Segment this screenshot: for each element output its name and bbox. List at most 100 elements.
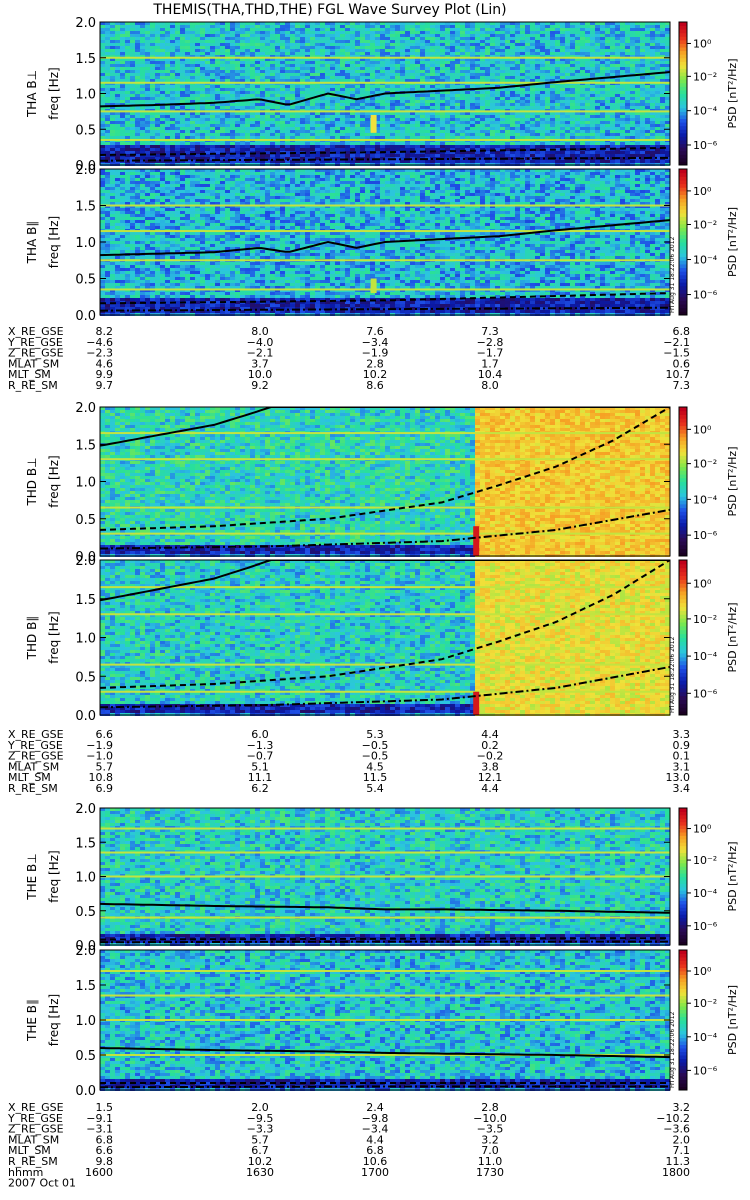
colorbar-frame <box>678 559 688 716</box>
colorbar-step <box>679 169 687 174</box>
colorbar-step <box>679 859 687 864</box>
colorbar-step <box>679 518 687 523</box>
ephemeris-value: 4.4 <box>481 782 499 795</box>
ephemeris-value: 6.8 <box>673 325 691 338</box>
ephemeris-value: 7.3 <box>481 325 499 338</box>
colorbar-step <box>679 1016 687 1021</box>
ephemeris-value: −4.0 <box>247 336 274 349</box>
colorbar-step <box>679 54 687 59</box>
colorbar-label: PSD [nT²/Hz] <box>726 446 739 516</box>
spike-0 <box>370 278 377 294</box>
dashdot-curve <box>100 666 670 709</box>
colorbar-step <box>679 649 687 654</box>
ephemeris-value: −9.5 <box>247 1112 274 1125</box>
ephemeris-value: 12.1 <box>478 771 503 784</box>
panel-tha-bpar: 0.0 0.5 1.0 1.5 2.0 THA B∥ freq [Hz] 10⁰ 10⁻² 10⁻… <box>25 163 739 324</box>
colorbar-step <box>679 150 687 155</box>
ylabel-probe: THE B∥ <box>25 999 39 1042</box>
ephemeris-value: 0.9 <box>673 739 691 752</box>
colorbar-step <box>679 591 687 596</box>
plot-title: THEMIS(THA,THD,THE) FGL Wave Survey Plot… <box>152 2 506 18</box>
colorbar-step <box>679 176 687 181</box>
colorbar-step <box>679 664 687 669</box>
ephemeris-label: Y_RE_GSE <box>7 1112 63 1125</box>
colorbar-step <box>679 825 687 830</box>
ephemeris-value: 1800 <box>662 1166 690 1179</box>
ylabel-freq: freq [Hz] <box>47 216 61 268</box>
colorbar-step <box>679 897 687 901</box>
colorbar-step <box>679 598 687 604</box>
colorbar-step <box>679 999 687 1003</box>
colorbar-step <box>679 703 687 708</box>
colorbar-step <box>679 1058 687 1063</box>
colorbar-step <box>679 992 687 996</box>
colorbar-step <box>679 914 687 919</box>
ephemeris-label: Y_RE_GSE <box>7 336 63 349</box>
colorbar-step <box>679 707 687 712</box>
colorbar-frame <box>678 949 688 1091</box>
ephemeris-value: 3.1 <box>673 760 691 773</box>
ephemeris-label: MLAT_SM <box>8 1133 59 1146</box>
ytick-label: 2.0 <box>75 16 96 31</box>
colorbar-step <box>679 492 687 497</box>
colorbar-step <box>679 271 687 276</box>
ephemeris-value: 11.5 <box>363 771 388 784</box>
colorbar-tick-label: 10⁻⁴ <box>693 887 718 900</box>
colorbar-step <box>679 515 687 520</box>
colorbar-step <box>679 594 687 600</box>
timestamp-stamp: Fri Aug 31 18:22:06 2012 <box>669 1011 676 1088</box>
bright-row-3 <box>100 970 670 972</box>
ylabel-freq: freq [Hz] <box>47 67 61 119</box>
colorbar-step <box>679 245 687 250</box>
colorbar-step <box>679 1023 687 1028</box>
colorbar-step <box>679 136 687 141</box>
ephemeris-value: 6.6 <box>96 1144 114 1157</box>
ephemeris-value: 1700 <box>361 1166 389 1179</box>
ytick-label: 0.5 <box>75 670 96 685</box>
ephemeris-value: 2.8 <box>366 357 384 370</box>
colorbar-step <box>679 575 687 580</box>
bright-row-3 <box>100 586 670 589</box>
ephemeris-THE: X_RE_GSE 1.5 2.0 2.4 2.8 3.2Y_RE_GSE −9.1 −9.5−… <box>7 1101 690 1190</box>
colorbar-step <box>679 957 687 961</box>
ephemeris-value: 11.3 <box>666 1155 691 1168</box>
ephemeris-value: 7.1 <box>673 1144 691 1157</box>
colorbar-step <box>679 873 687 877</box>
colorbar-step <box>679 285 687 290</box>
colorbar-step <box>679 260 687 265</box>
ephemeris-value: 6.2 <box>251 782 269 795</box>
colorbar-tick-label: 10⁻⁴ <box>693 650 718 663</box>
colorbar-step <box>679 981 687 986</box>
colorbar-step <box>679 47 687 52</box>
ytick-label: 1.5 <box>75 593 96 608</box>
colorbar-step <box>679 831 687 836</box>
panel-the-bpar: 0.0 0.5 1.0 1.5 2.0 THE B∥ freq [Hz] 10⁰ 10⁻² 10⁻… <box>25 944 739 1099</box>
colorbar-step <box>679 1034 687 1038</box>
ephemeris-label: MLAT_SM <box>8 760 59 773</box>
colorbar-tick-label: 10⁻² <box>693 613 717 626</box>
solid-curve <box>100 1047 670 1059</box>
colorbar-step <box>679 625 687 631</box>
ephemeris-value: 9.2 <box>251 379 269 392</box>
ephemeris-value: −1.5 <box>663 347 690 360</box>
colorbar-step <box>679 433 687 438</box>
ephemeris-value: −1.3 <box>247 739 274 752</box>
ephemeris-value: 6.0 <box>251 728 269 741</box>
colorbar-step <box>679 68 687 73</box>
ephemeris-label: Z_RE_GSE <box>8 1123 64 1136</box>
colorbar-step <box>679 242 687 247</box>
colorbar-frame <box>678 406 688 557</box>
colorbar-step <box>679 459 687 464</box>
colorbar-step <box>679 808 687 812</box>
colorbar-step <box>679 139 687 145</box>
colorbar-step <box>679 988 687 993</box>
bright-row-3 <box>100 432 670 435</box>
ephemeris-value: 8.2 <box>96 325 114 338</box>
ephemeris-value: −3.4 <box>362 336 389 349</box>
colorbar-step <box>679 814 687 819</box>
dashdot-curve <box>100 940 670 944</box>
ylabel-probe: THE B⊥ <box>25 853 39 900</box>
colorbar-label: PSD [nT²/Hz] <box>726 58 739 128</box>
ephemeris-value: −3.4 <box>362 1123 389 1136</box>
colorbar-step <box>679 104 687 109</box>
